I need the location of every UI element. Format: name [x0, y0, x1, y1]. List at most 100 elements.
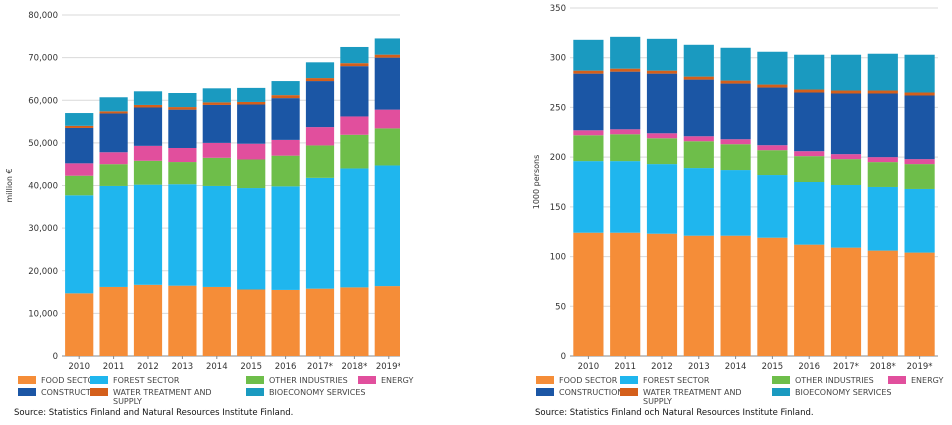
legend-item-water-treatment-and-supply[interactable]: WATER TREATMENT AND SUPPLY: [90, 388, 218, 406]
bar-segment-energy: [202, 142, 231, 158]
bar-segment-water-treatment-and-supply: [133, 104, 163, 108]
legend-item-forest-sector[interactable]: FOREST SECTOR: [620, 376, 709, 385]
x-tick-label: 2011: [103, 362, 125, 372]
x-tick-label: 2018*: [341, 362, 367, 372]
bar-segment-construction: [168, 109, 197, 148]
legend-item-food-sector[interactable]: FOOD SECTOR: [536, 376, 617, 385]
bar-segment-other-industries: [305, 145, 335, 178]
legend-item-energy[interactable]: ENERGY: [888, 376, 943, 385]
bar-segment-food-sector: [237, 289, 266, 356]
bar-segment-water-treatment-and-supply: [305, 78, 335, 82]
bar-segment-other-industries: [340, 134, 369, 169]
bar-segment-bioeconomy-services: [610, 36, 641, 69]
x-tick-label: 2013: [688, 362, 710, 372]
bar-segment-other-industries: [610, 134, 641, 162]
euro-chart-legend: FOOD SECTOR FOREST SECTOR OTHER INDUSTRIES…: [18, 376, 413, 408]
bar-segment-water-treatment-and-supply: [202, 102, 231, 105]
persons-chart-source: Source: Statistics Finland och Natural R…: [535, 408, 814, 418]
bar-segment-forest-sector: [237, 188, 266, 290]
legend-label: ENERGY: [381, 376, 414, 385]
legend-item-construction[interactable]: CONSTRUCTION: [536, 388, 623, 397]
bar-segment-water-treatment-and-supply: [340, 63, 369, 67]
bar-segment-bioeconomy-services: [374, 38, 400, 55]
legend-swatch: [18, 376, 36, 384]
bar-segment-bioeconomy-services: [904, 54, 935, 93]
x-tick-label: 2019*: [907, 362, 933, 372]
bar-segment-construction: [202, 104, 231, 143]
bar-segment-food-sector: [904, 252, 935, 356]
legend-item-energy[interactable]: ENERGY: [358, 376, 413, 385]
bar-segment-bioeconomy-services: [573, 39, 604, 71]
legend-item-other-industries[interactable]: OTHER INDUSTRIES: [772, 376, 874, 385]
bar-segment-forest-sector: [202, 185, 231, 287]
legend-swatch: [536, 376, 554, 384]
bar-segment-food-sector: [610, 232, 641, 356]
bar-segment-food-sector: [133, 284, 163, 356]
legend-item-bioeconomy-services[interactable]: BIOECONOMY SERVICES: [246, 388, 366, 397]
bar-segment-other-industries: [720, 144, 751, 171]
bar-segment-food-sector: [168, 285, 197, 356]
legend-label: OTHER INDUSTRIES: [795, 376, 874, 385]
y-axis-label: 1000 persons: [532, 155, 541, 210]
bar-segment-other-industries: [794, 156, 825, 182]
bar-segment-bioeconomy-services: [867, 53, 898, 91]
bar-segment-energy: [271, 139, 300, 156]
bar-segment-construction: [610, 71, 641, 130]
y-axis-label: million €: [5, 168, 14, 202]
bar-segment-construction: [646, 73, 678, 134]
bar-segment-forest-sector: [168, 184, 197, 286]
bar-segment-forest-sector: [610, 161, 641, 233]
y-tick-label: 250: [550, 103, 566, 113]
bar-segment-other-industries: [646, 138, 678, 165]
legend-item-forest-sector[interactable]: FOREST SECTOR: [90, 376, 179, 385]
legend-swatch: [90, 388, 108, 396]
bar-segment-water-treatment-and-supply: [65, 125, 94, 128]
bar-segment-food-sector: [720, 235, 751, 356]
legend-item-construction[interactable]: CONSTRUCTION: [18, 388, 105, 397]
y-tick-label: 350: [550, 4, 566, 14]
y-tick-label: 40,000: [28, 182, 58, 192]
y-tick-label: 100: [550, 253, 566, 263]
legend-swatch: [246, 388, 264, 396]
y-tick-label: 30,000: [28, 224, 58, 234]
bar-segment-forest-sector: [720, 170, 751, 236]
euro-chart-source: Source: Statistics Finland and Natural R…: [14, 408, 294, 418]
bar-segment-construction: [720, 83, 751, 140]
bar-segment-other-industries: [830, 159, 862, 185]
bar-segment-energy: [683, 136, 714, 142]
legend-label: OTHER INDUSTRIES: [269, 376, 348, 385]
bar-segment-forest-sector: [830, 184, 862, 248]
bar-segment-water-treatment-and-supply: [573, 70, 604, 74]
bar-segment-food-sector: [374, 286, 400, 356]
legend-label: WATER TREATMENT AND SUPPLY: [643, 388, 742, 406]
bar-segment-bioeconomy-services: [757, 51, 788, 85]
bar-segment-food-sector: [99, 286, 128, 356]
bar-segment-construction: [757, 87, 788, 146]
bar-segment-construction: [794, 92, 825, 152]
bar-segment-forest-sector: [305, 177, 335, 289]
bar-segment-food-sector: [794, 244, 825, 356]
bar-segment-energy: [374, 109, 400, 129]
bar-segment-energy: [830, 154, 862, 160]
bar-segment-other-industries: [99, 164, 128, 186]
legend-item-food-sector[interactable]: FOOD SECTOR: [18, 376, 99, 385]
bar-segment-other-industries: [904, 164, 935, 189]
bar-segment-construction: [830, 93, 862, 155]
bar-segment-bioeconomy-services: [168, 93, 197, 108]
legend-item-bioeconomy-services[interactable]: BIOECONOMY SERVICES: [772, 388, 892, 397]
bar-segment-forest-sector: [867, 186, 898, 251]
x-tick-label: 2015: [762, 362, 784, 372]
legend-item-other-industries[interactable]: OTHER INDUSTRIES: [246, 376, 348, 385]
bar-segment-other-industries: [271, 155, 300, 187]
bar-segment-construction: [867, 93, 898, 158]
y-tick-label: 80,000: [28, 11, 58, 21]
x-tick-label: 2011: [614, 362, 636, 372]
legend-label: BIOECONOMY SERVICES: [795, 388, 892, 397]
legend-swatch: [90, 376, 108, 384]
legend-item-water-treatment-and-supply[interactable]: WATER TREATMENT AND SUPPLY: [620, 388, 748, 406]
bar-segment-forest-sector: [757, 175, 788, 238]
legend-swatch: [246, 376, 264, 384]
bar-segment-other-industries: [133, 160, 163, 185]
bar-segment-forest-sector: [271, 186, 300, 290]
bar-segment-energy: [867, 157, 898, 163]
